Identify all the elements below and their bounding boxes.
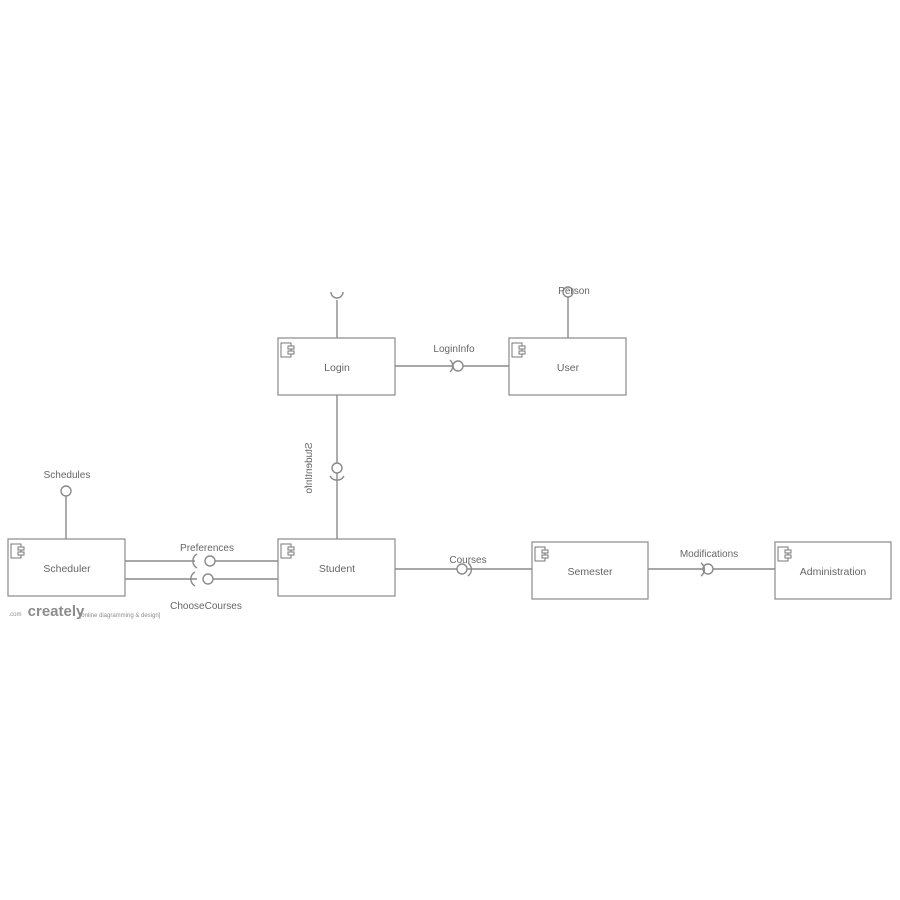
creately-watermark: creately .com [online diagramming & desi… [8, 603, 160, 620]
component-icon [777, 546, 792, 562]
component-semester[interactable] [531, 541, 649, 600]
watermark-tagline: [online diagramming & design] [80, 613, 161, 619]
semester-label: Semester [568, 566, 613, 578]
component-icon [280, 342, 295, 358]
administration-label: Administration [800, 566, 867, 578]
choosecourses-socket [190, 571, 196, 587]
component-administration[interactable] [774, 541, 892, 600]
courses-label: Courses [449, 555, 486, 566]
watermark-domain: .com [8, 612, 21, 618]
courses-ball [456, 563, 468, 575]
studentinfo-socket [329, 475, 345, 481]
logininfo-socket [449, 359, 454, 373]
component-scheduler[interactable] [7, 538, 126, 597]
logininfo-ball [452, 360, 464, 372]
component-user[interactable] [508, 337, 627, 396]
component-icon [534, 546, 549, 562]
modifications-socket [700, 562, 705, 577]
student-label: Student [319, 563, 355, 575]
choosecourses-ball [202, 573, 214, 585]
login-label: Login [324, 362, 350, 374]
component-icon [280, 543, 295, 559]
modifications-label: Modifications [680, 549, 738, 560]
person-interface-label: Person [558, 286, 590, 297]
component-icon [511, 342, 526, 358]
choosecourses-label: ChooseCourses [170, 601, 242, 612]
studentinfo-label: StudentInfo [304, 442, 315, 494]
component-student[interactable] [277, 538, 396, 597]
schedules-ball [60, 485, 72, 497]
preferences-socket [192, 553, 198, 569]
studentinfo-ball [331, 462, 343, 474]
logininfo-label: LoginInfo [433, 344, 475, 355]
modifications-ball [702, 563, 714, 575]
preferences-ball [204, 555, 216, 567]
watermark-brand: creately [28, 603, 85, 620]
scheduler-label: Scheduler [43, 563, 91, 575]
component-icon [10, 543, 25, 559]
component-login[interactable] [277, 337, 396, 396]
schedules-label: Schedules [44, 470, 91, 481]
preferences-label: Preferences [180, 543, 234, 554]
person-interface-ball [562, 286, 574, 298]
login-required-socket [330, 291, 344, 299]
user-label: User [557, 362, 580, 374]
courses-socket [467, 562, 472, 577]
